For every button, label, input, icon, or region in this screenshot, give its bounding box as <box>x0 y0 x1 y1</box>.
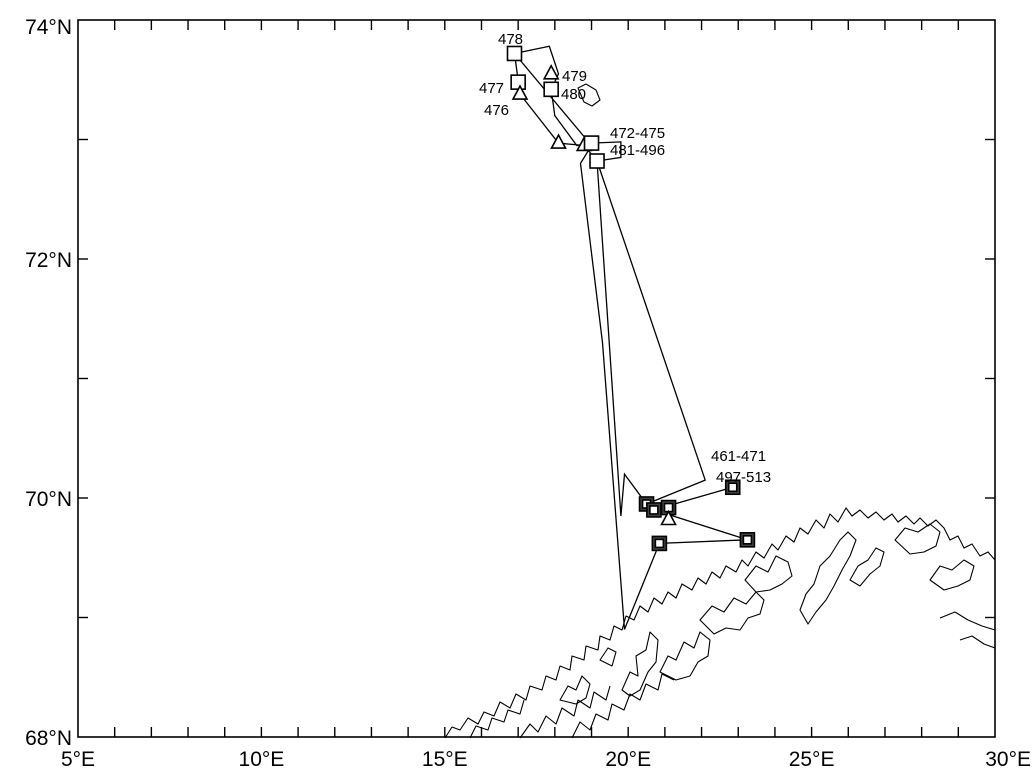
station-label-476: 476 <box>484 102 509 119</box>
station-triangle-marker <box>511 84 529 100</box>
station-label-481-496: 481-496 <box>610 142 665 159</box>
station-square-marker-inner <box>654 538 665 549</box>
x-tick-label: 5°E <box>61 748 95 771</box>
y-tick-label: 72°N <box>25 249 72 272</box>
station-label-461-471: 461-471 <box>711 448 766 465</box>
coastline <box>444 83 996 739</box>
station-label-472-475: 472-475 <box>610 125 665 142</box>
x-tick-label: 10°E <box>239 748 285 771</box>
station-square-marker <box>543 81 559 98</box>
x-tick-label: 20°E <box>605 748 651 771</box>
station-square-marker <box>583 135 600 151</box>
station-square-marker-inner <box>727 482 738 493</box>
axis-ticks <box>78 20 995 737</box>
station-triangle-marker <box>550 133 567 149</box>
station-labels: 478 477 476 479 480 472-475 481-496 461-… <box>479 31 771 486</box>
station-label-479: 479 <box>562 68 587 85</box>
station-square-marker-inner <box>649 505 659 515</box>
y-tick-label: 68°N <box>25 727 72 750</box>
map-frame <box>77 19 996 738</box>
station-label-480: 480 <box>561 86 586 103</box>
y-tick-label: 74°N <box>25 16 72 39</box>
x-tick-label: 15°E <box>422 748 468 771</box>
station-square-marker-inner <box>742 535 753 545</box>
y-tick-label: 70°N <box>25 488 72 511</box>
station-square-marker <box>510 74 526 90</box>
station-square-marker <box>506 45 523 62</box>
y-axis-labels: 68°N 70°N 72°N 74°N <box>25 16 72 750</box>
x-tick-label: 25°E <box>789 748 835 771</box>
station-label-478: 478 <box>498 31 523 48</box>
station-label-497-513: 497-513 <box>716 469 771 486</box>
station-label-477: 477 <box>479 80 504 97</box>
station-markers <box>506 45 756 552</box>
x-tick-label: 30°E <box>985 748 1031 771</box>
station-triangle-marker <box>660 509 677 526</box>
x-axis-labels: 5°E 10°E 15°E 20°E 25°E 30°E <box>61 748 1031 771</box>
station-square-marker <box>589 153 605 169</box>
station-triangle-marker <box>542 64 560 80</box>
